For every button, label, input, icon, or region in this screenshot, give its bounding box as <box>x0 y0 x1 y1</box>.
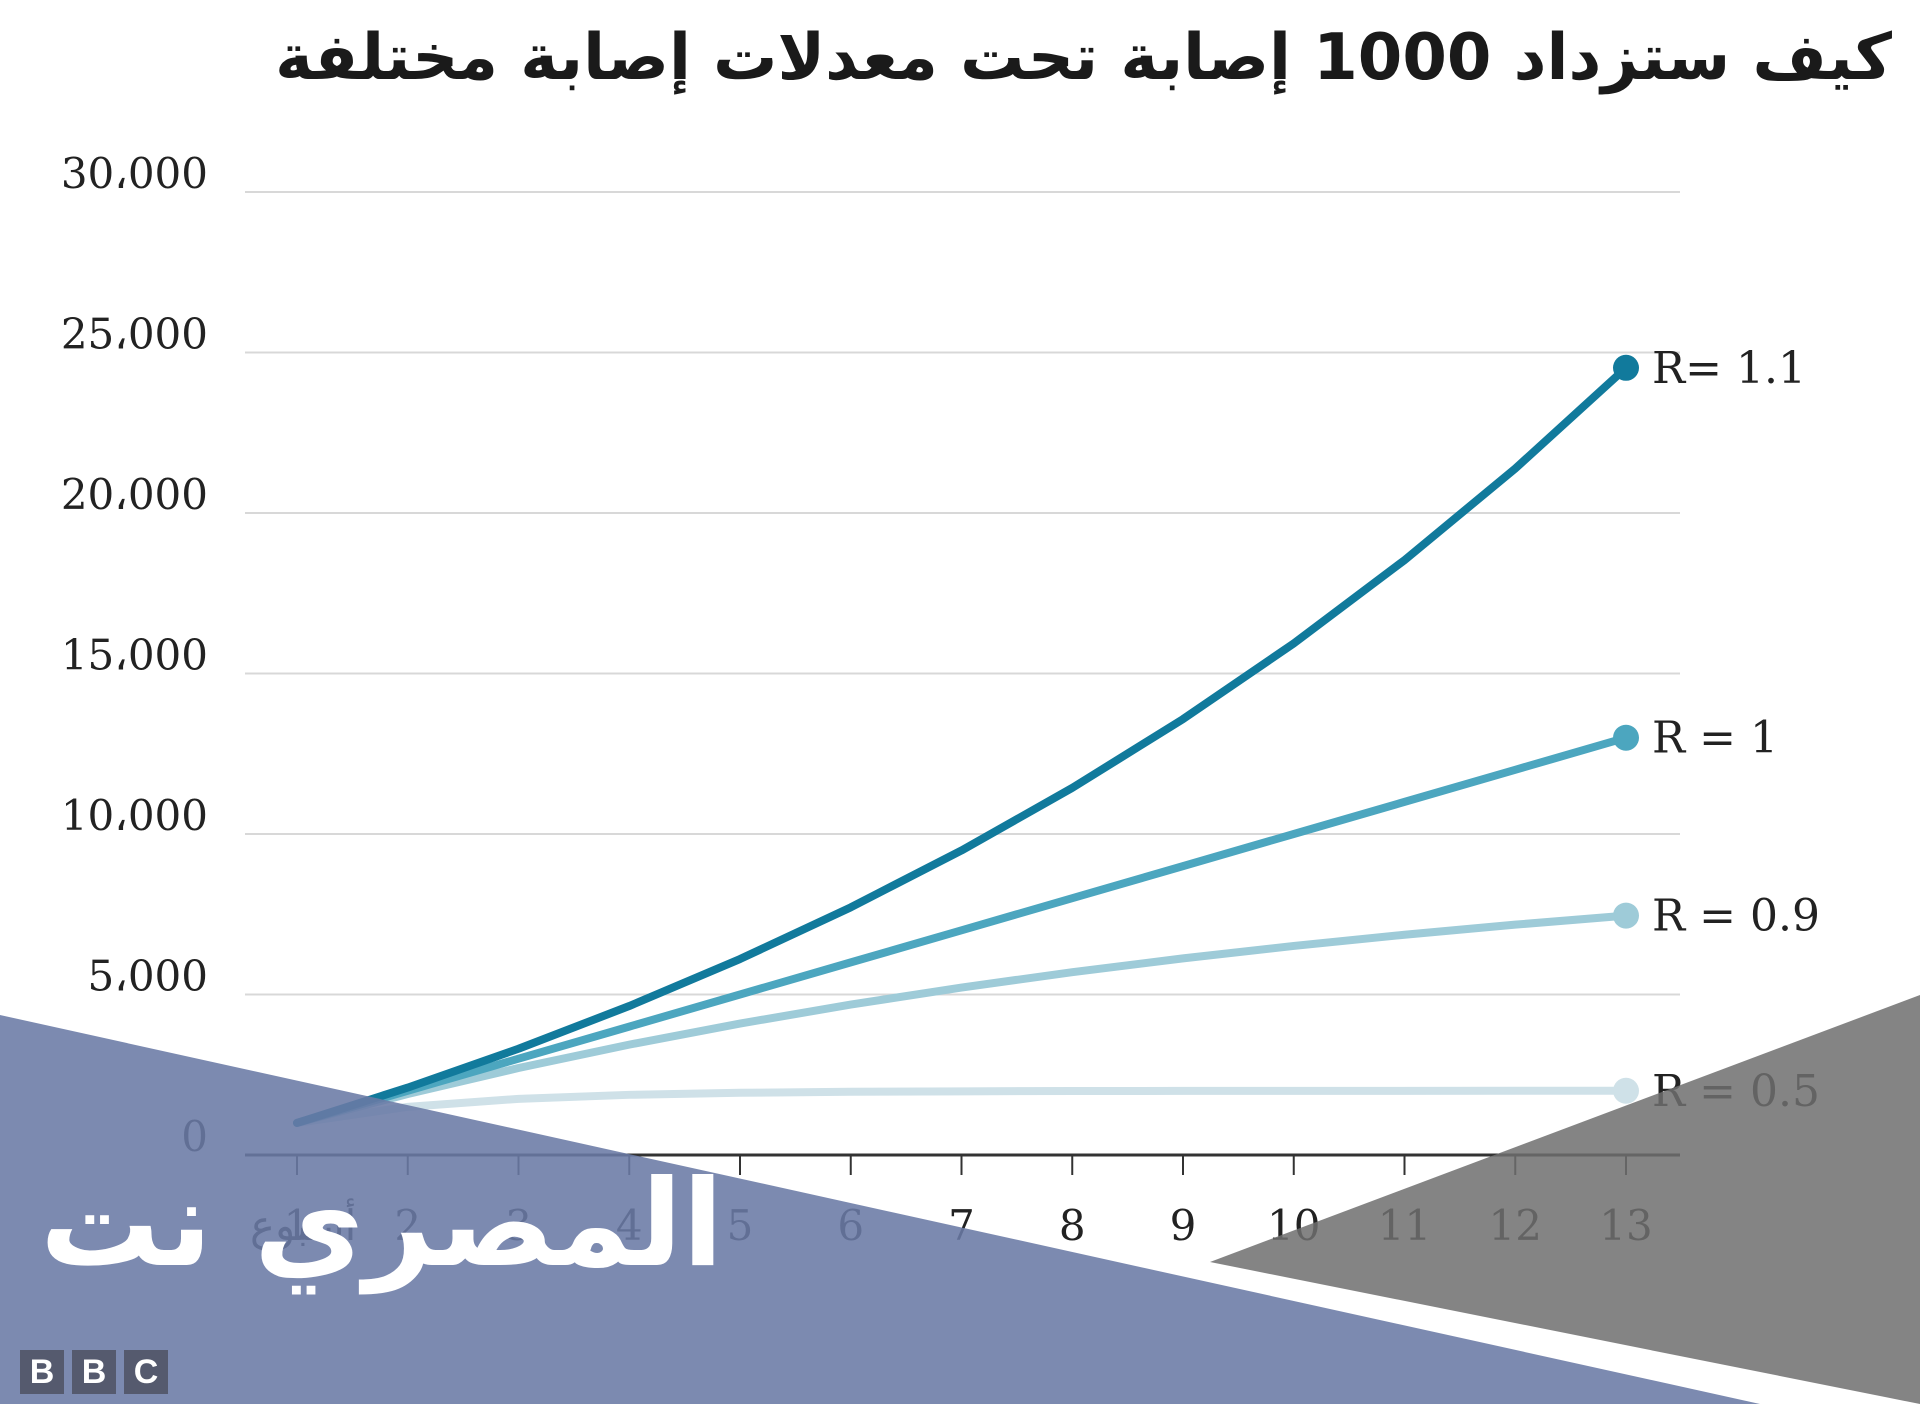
x-tick-label: 8 <box>1059 1201 1086 1250</box>
x-tick-label: 12 <box>1489 1201 1542 1250</box>
y-tick-label: 0 <box>181 1112 208 1161</box>
y-axis-ticks: 0 5،000 10،000 15،000 20،000 25،000 30،000 <box>61 149 208 1161</box>
series-end-marker <box>1613 354 1639 381</box>
watermark-text: المصري نت <box>40 1155 724 1294</box>
y-tick-label: 20،000 <box>61 470 208 519</box>
series-end-marker <box>1613 724 1639 751</box>
series-line <box>293 363 1630 1127</box>
series-labels: R = 0.5 R = 0.9 R = 1 R= 1.1 <box>1652 343 1820 1117</box>
bbc-logo-letter: B <box>20 1350 64 1394</box>
x-tick-label: 7 <box>948 1201 975 1250</box>
series-label: R = 0.5 <box>1652 1066 1820 1117</box>
x-tick-label: 5 <box>727 1201 754 1250</box>
series-lines <box>293 354 1639 1127</box>
x-tick-label: 13 <box>1599 1201 1652 1250</box>
bbc-logo-letter: B <box>72 1350 116 1394</box>
series-end-marker <box>1613 1077 1639 1104</box>
grid-lines <box>245 191 1680 996</box>
series-line <box>293 1086 1630 1127</box>
x-tick-label: 6 <box>837 1201 864 1250</box>
series-label: R= 1.1 <box>1652 343 1806 394</box>
bbc-logo: B B C <box>20 1350 168 1394</box>
y-tick-label: 5،000 <box>88 952 208 1001</box>
y-tick-label: 25،000 <box>61 310 208 359</box>
x-tick-label: 11 <box>1378 1201 1431 1250</box>
y-tick-label: 10،000 <box>61 791 208 840</box>
series-end-marker <box>1613 902 1639 929</box>
series-label: R = 1 <box>1652 713 1778 764</box>
y-tick-label: 30،000 <box>61 149 208 198</box>
x-tick-label: 10 <box>1267 1201 1320 1250</box>
x-tick-label: 9 <box>1170 1201 1197 1250</box>
bbc-logo-letter: C <box>124 1350 168 1394</box>
series-label: R = 0.9 <box>1652 891 1820 942</box>
chart-title: كيف ستزداد 1000 إصابة تحت معدلات إصابة م… <box>275 21 1892 95</box>
y-tick-label: 15،000 <box>61 631 208 680</box>
